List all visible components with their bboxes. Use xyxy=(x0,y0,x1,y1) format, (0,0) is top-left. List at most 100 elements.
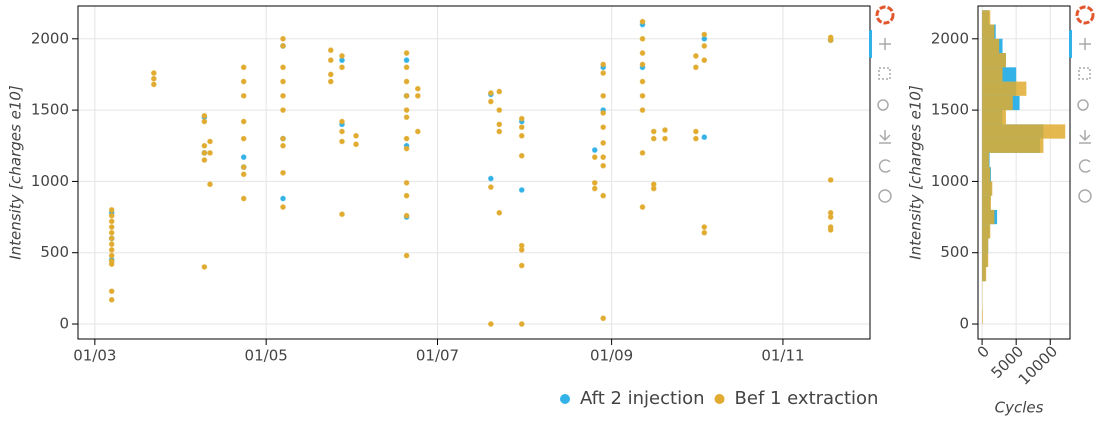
point xyxy=(487,321,494,327)
point xyxy=(108,288,115,295)
point xyxy=(201,112,208,119)
point xyxy=(414,85,421,92)
histogram-bar xyxy=(982,81,1027,96)
help-tool[interactable] xyxy=(878,189,892,203)
point xyxy=(414,92,421,99)
toolbar[interactable] xyxy=(875,5,895,203)
reset-tool[interactable] xyxy=(878,159,891,173)
point xyxy=(403,64,410,71)
point xyxy=(639,50,646,56)
point xyxy=(403,192,410,199)
point xyxy=(600,61,607,68)
point xyxy=(487,98,494,105)
point xyxy=(496,107,503,114)
point xyxy=(600,192,607,199)
x-tick-label: 01/03 xyxy=(73,347,116,365)
x-tick-label: 01/09 xyxy=(590,347,633,365)
y-tick-label: 0 xyxy=(959,315,969,333)
point xyxy=(339,128,345,135)
point xyxy=(600,110,607,116)
wheel-zoom-tool[interactable] xyxy=(1077,99,1089,111)
bokeh-logo[interactable] xyxy=(1075,5,1095,25)
x-tick-label: 01/05 xyxy=(245,347,288,365)
point xyxy=(108,218,115,225)
point xyxy=(201,264,208,270)
point xyxy=(403,252,410,259)
toolbar[interactable] xyxy=(1075,5,1095,203)
plot-frame xyxy=(77,5,871,340)
point xyxy=(487,175,494,182)
point xyxy=(108,296,115,303)
y-tick-label: 1500 xyxy=(31,101,69,119)
point xyxy=(280,35,286,42)
axes-layer: 0 500 1000 1500 2000 Intensity [charges e10] 0… xyxy=(7,5,1071,417)
y-tick-label: 500 xyxy=(940,243,969,261)
point xyxy=(827,37,834,44)
histogram-bar xyxy=(982,167,991,182)
save-tool[interactable] xyxy=(879,130,891,144)
point xyxy=(339,138,345,145)
point xyxy=(280,107,286,114)
box-zoom-tool[interactable] xyxy=(1078,67,1091,80)
point xyxy=(496,88,503,95)
point xyxy=(496,209,503,216)
point xyxy=(518,187,525,193)
toggle-tab[interactable] xyxy=(1069,30,1072,58)
point xyxy=(353,141,359,148)
point xyxy=(108,229,115,236)
point xyxy=(240,195,247,202)
point xyxy=(108,261,115,268)
save-tool[interactable] xyxy=(1079,130,1091,144)
point xyxy=(487,90,494,96)
legend-label: Bef 1 extraction xyxy=(735,388,879,409)
point xyxy=(827,177,834,183)
marks-layer xyxy=(108,10,1066,327)
x-tick-label: 10000 xyxy=(1015,342,1061,388)
wheel-zoom-tool[interactable] xyxy=(877,99,889,111)
point xyxy=(150,81,157,88)
point xyxy=(240,154,247,161)
point xyxy=(403,135,410,142)
legend-swatch xyxy=(560,394,570,404)
y-tick-label: 2000 xyxy=(931,29,969,47)
box-zoom-tool[interactable] xyxy=(878,67,891,80)
y-tick-label: 1500 xyxy=(931,101,969,119)
x-tick-label: 0 xyxy=(974,342,993,361)
histogram-bar xyxy=(982,67,1003,82)
histogram-bar xyxy=(982,24,995,39)
point xyxy=(639,61,646,68)
point xyxy=(600,162,607,169)
point xyxy=(518,124,525,131)
point xyxy=(207,181,213,188)
x-axis-label: Cycles xyxy=(995,399,1044,417)
pan-tool[interactable] xyxy=(1079,38,1091,50)
point xyxy=(339,211,345,218)
point xyxy=(827,214,834,220)
reset-tool[interactable] xyxy=(1078,159,1091,173)
y-tick-label: 2000 xyxy=(31,29,69,47)
point xyxy=(339,53,345,59)
point xyxy=(591,179,598,186)
point xyxy=(403,179,410,186)
point xyxy=(639,18,646,25)
point xyxy=(650,135,657,142)
point xyxy=(108,241,115,248)
point xyxy=(403,145,410,152)
histogram-bar xyxy=(982,53,1006,68)
histogram-bar xyxy=(982,181,993,196)
y-tick-label: 0 xyxy=(59,315,69,333)
bokeh-logo[interactable] xyxy=(875,5,895,25)
point xyxy=(662,135,668,142)
point xyxy=(280,64,286,71)
histogram-bar xyxy=(982,152,989,168)
toggle-tab[interactable] xyxy=(869,30,872,58)
point xyxy=(240,164,247,171)
pan-tool[interactable] xyxy=(879,38,891,50)
point xyxy=(591,147,598,153)
histogram-bar xyxy=(982,252,989,267)
point xyxy=(108,224,115,230)
help-tool[interactable] xyxy=(1078,189,1092,203)
x-tick-label: 01/11 xyxy=(761,347,804,365)
point xyxy=(650,185,657,192)
y-axis-label: Intensity [charges e10] xyxy=(7,85,25,260)
